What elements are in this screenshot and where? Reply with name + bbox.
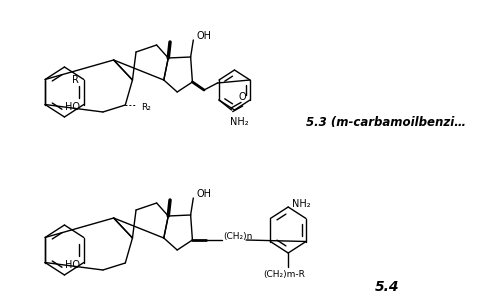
Text: 5.4: 5.4 bbox=[374, 280, 399, 294]
Text: (CH₂)m-R: (CH₂)m-R bbox=[263, 270, 305, 279]
Text: OH: OH bbox=[197, 31, 212, 41]
Text: O: O bbox=[239, 92, 246, 102]
Text: R₂: R₂ bbox=[142, 103, 151, 111]
Text: 5.3 (m-carbamoilbenzi…: 5.3 (m-carbamoilbenzi… bbox=[306, 116, 466, 128]
Text: (CH₂)n: (CH₂)n bbox=[224, 232, 253, 241]
Text: R: R bbox=[71, 75, 78, 84]
Text: NH₂: NH₂ bbox=[230, 117, 248, 127]
Text: NH₂: NH₂ bbox=[292, 199, 311, 209]
Text: OH: OH bbox=[197, 189, 212, 199]
Text: HO: HO bbox=[65, 260, 80, 270]
Text: HO: HO bbox=[65, 102, 80, 111]
